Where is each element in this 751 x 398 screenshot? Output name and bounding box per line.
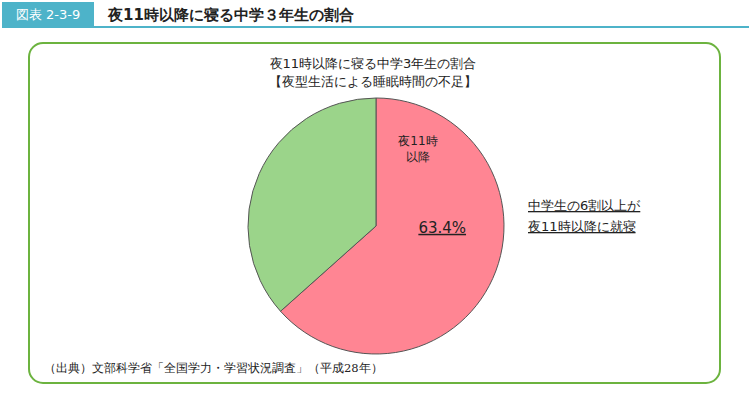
figure-label: 図表 2-3-9 xyxy=(16,7,80,22)
text-line: 夜11時以降に就寝 xyxy=(528,219,636,234)
chart-svg: 図表 2-3-9 夜11時以降に寝る中学３年生の割合夜11時以降に寝る中学3年生の… xyxy=(0,0,751,398)
category-label: 夜11時以降 xyxy=(398,134,437,164)
source: （出典）文部科学省「全国学力・学習状況調査」（平成28年） xyxy=(44,361,383,375)
text-line: 夜11時 xyxy=(398,134,437,148)
header-label-box xyxy=(2,2,94,26)
header-rule xyxy=(2,26,749,28)
pie-slice xyxy=(248,98,376,311)
heading: 夜11時以降に寝る中学３年生の割合 xyxy=(107,6,354,24)
pie xyxy=(248,98,504,354)
text-line: 以降 xyxy=(406,150,430,164)
chart-title: 夜11時以降に寝る中学3年生の割合 xyxy=(270,56,477,71)
root: 図表 2-3-9 夜11時以降に寝る中学３年生の割合夜11時以降に寝る中学3年生の… xyxy=(0,0,751,398)
chart-subtitle: 【夜型生活による睡眠時間の不足】 xyxy=(269,74,477,89)
text-line: 中学生の6割以上が xyxy=(528,198,641,213)
frame xyxy=(29,43,720,383)
annotation: 中学生の6割以上が夜11時以降に就寝 xyxy=(528,198,641,234)
value-label: 63.4% xyxy=(418,219,466,237)
